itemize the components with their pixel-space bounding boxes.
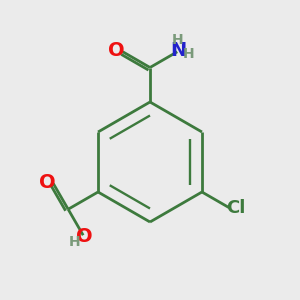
Text: H: H [68,235,80,249]
Text: O: O [76,227,93,246]
Text: Cl: Cl [226,199,245,217]
Text: H: H [172,33,183,47]
Text: N: N [170,41,186,60]
Text: O: O [39,173,56,192]
Text: H: H [183,47,194,61]
Text: O: O [108,41,124,60]
